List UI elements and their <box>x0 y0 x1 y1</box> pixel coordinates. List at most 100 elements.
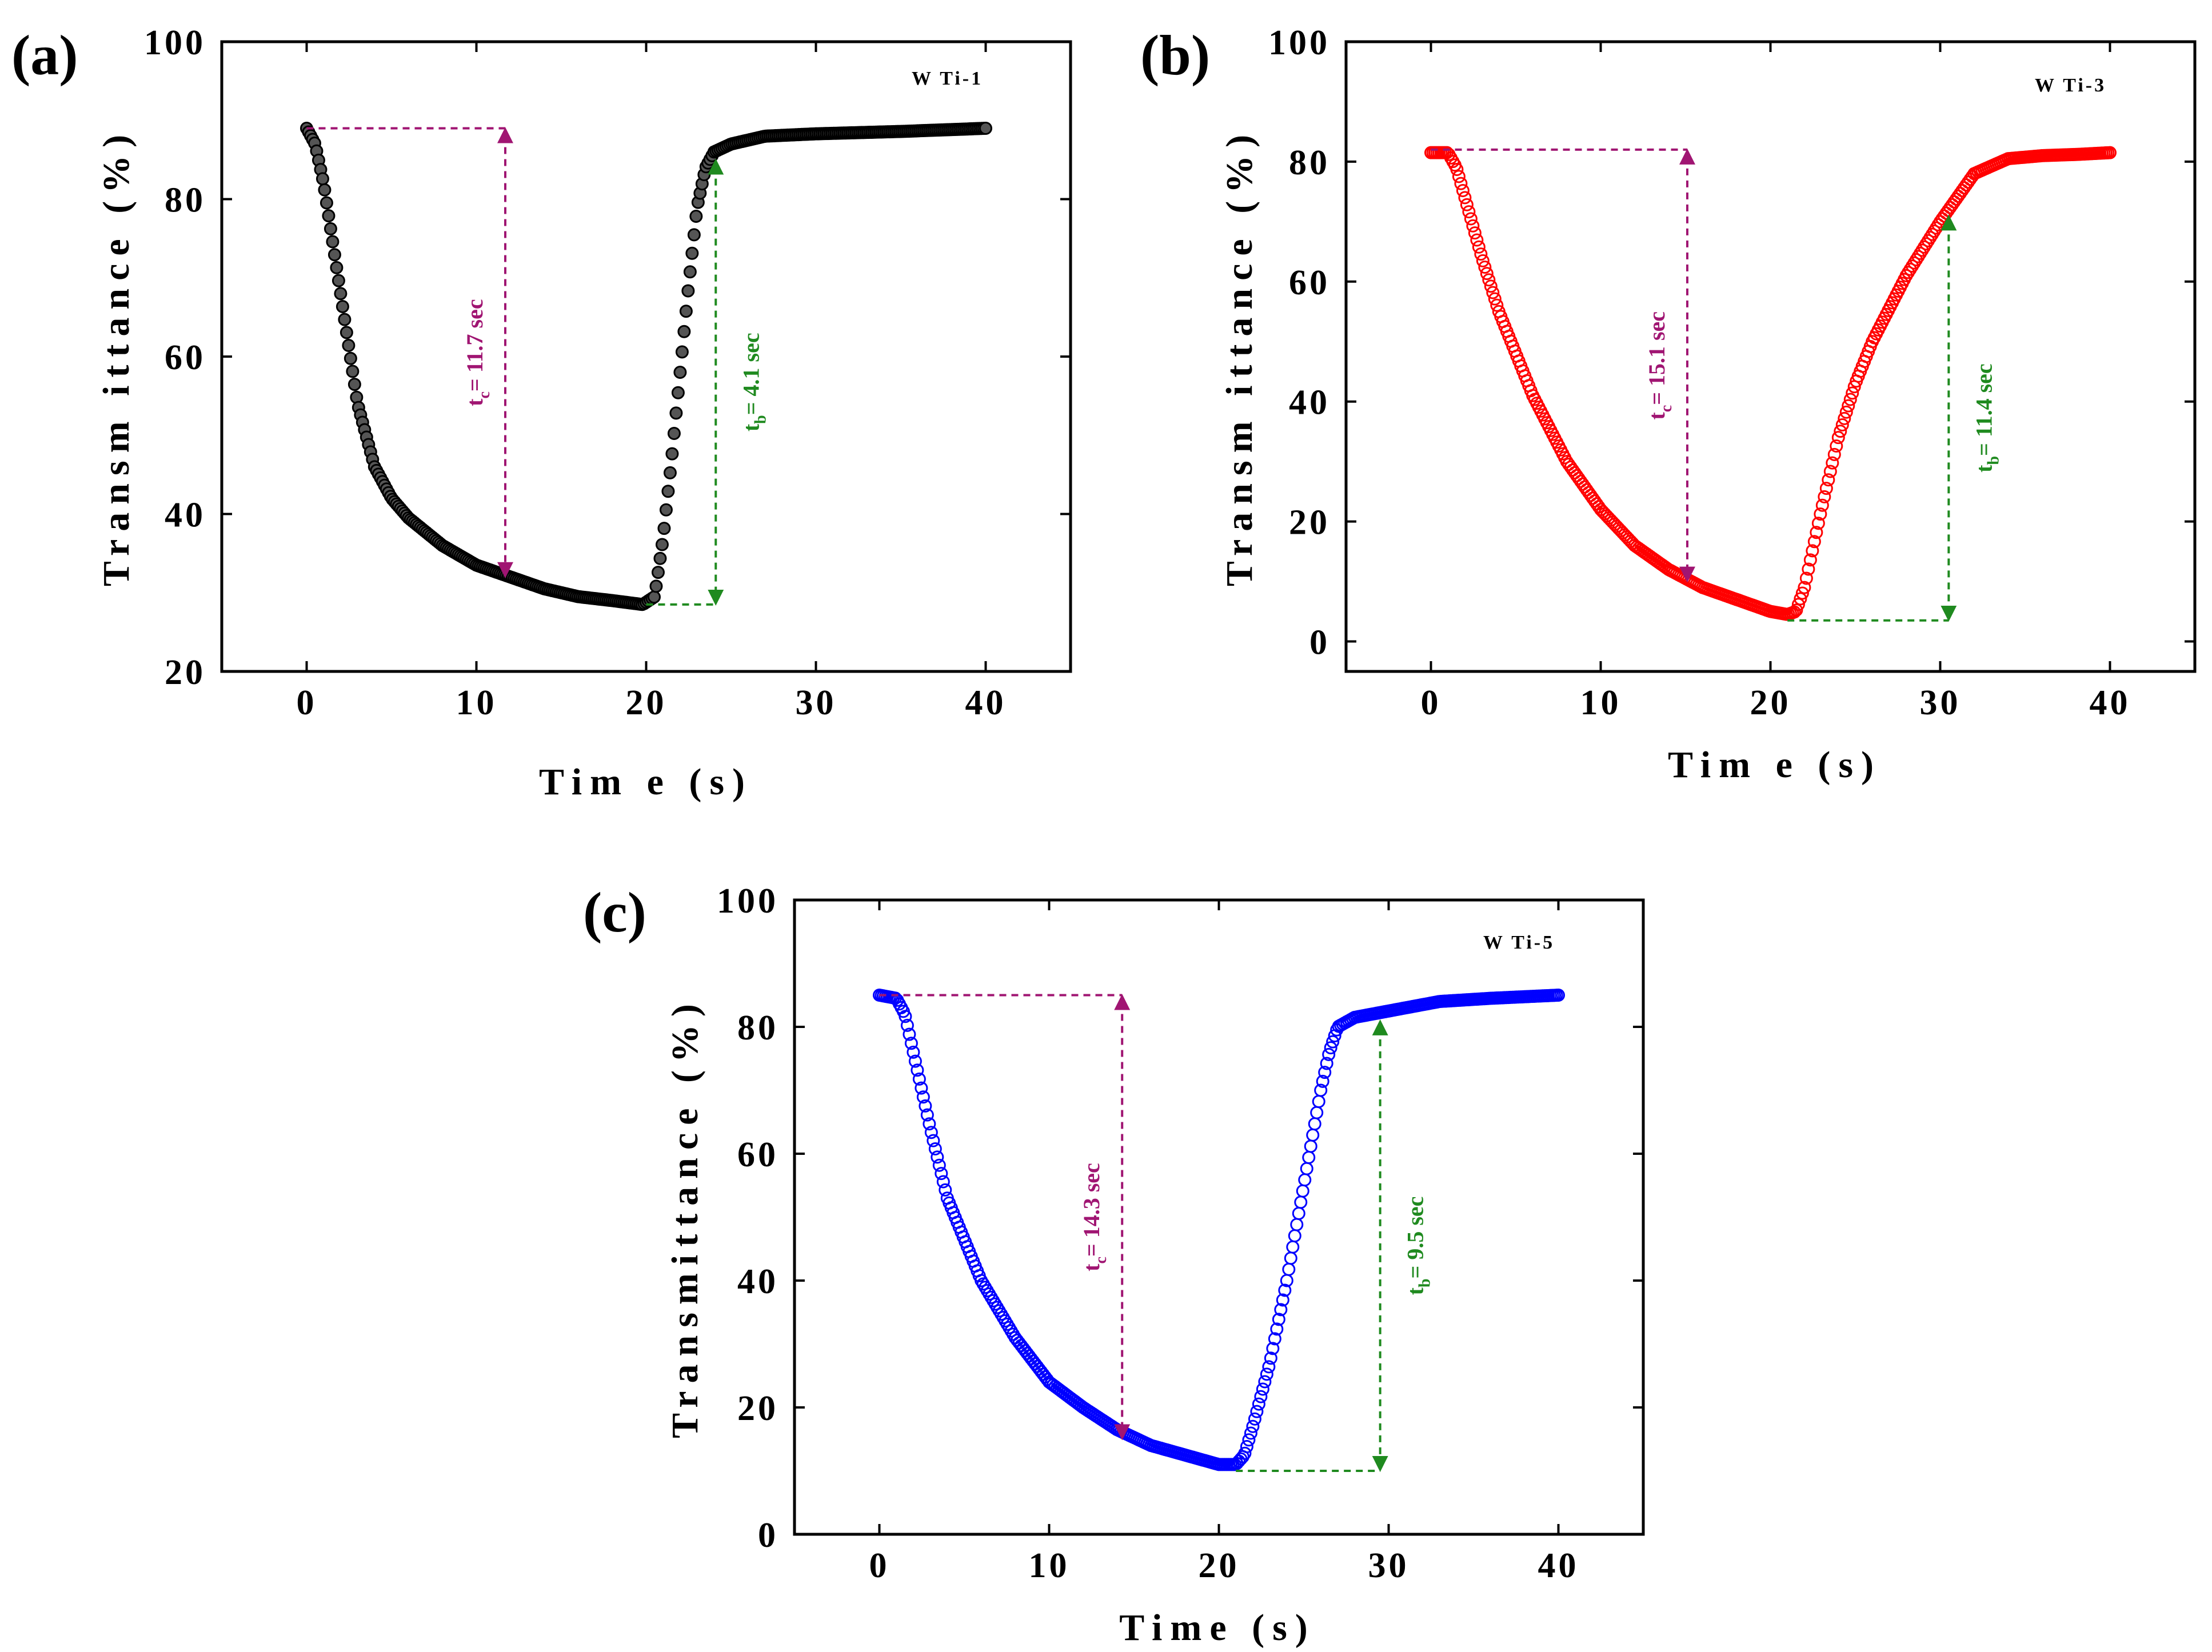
data-point-c <box>932 1158 946 1172</box>
x-tick-label-a-40: 40 <box>965 683 1007 722</box>
axis-ticks-a: 0 10 20 30 40 20 40 60 80 100 <box>144 23 1071 722</box>
data-point-c <box>1276 1293 1289 1307</box>
x-tick-label-a-20: 20 <box>626 683 667 722</box>
data-point-c <box>1552 989 1565 1002</box>
coloring-label-value-c: = 14.3 sec <box>1079 1163 1104 1257</box>
data-point-c <box>1296 1184 1309 1198</box>
data-point-a <box>675 345 689 359</box>
data-point-a <box>653 551 667 565</box>
sample-label-a: W Ti-1 <box>912 68 983 89</box>
data-point-c <box>911 1063 924 1077</box>
data-point-b <box>1838 411 1851 425</box>
data-point-b <box>1798 581 1811 594</box>
y-axis-title-a: Transm ittance (%) <box>95 127 137 586</box>
data-point-b <box>1462 205 1476 219</box>
data-point-c <box>923 1117 936 1131</box>
data-point-c <box>1290 1218 1304 1231</box>
bleaching-label-sub-a: b <box>752 415 769 424</box>
data-point-c <box>1266 1342 1280 1355</box>
data-point-b <box>1795 586 1809 600</box>
data-point-a <box>669 406 683 420</box>
coloring-label-sub-a: c <box>476 391 493 398</box>
y-tick-label-c-100: 100 <box>717 882 778 921</box>
x-tick-label-c-30: 30 <box>1368 1546 1410 1585</box>
data-point-c <box>1320 1057 1333 1070</box>
data-point-c <box>1246 1419 1260 1433</box>
data-point-c <box>1254 1390 1268 1403</box>
x-tick-label-c-0: 0 <box>869 1546 890 1585</box>
data-point-b <box>1835 418 1849 431</box>
data-point-a <box>687 228 701 242</box>
data-point-b <box>1818 490 1831 503</box>
data-point-a <box>649 579 663 593</box>
axis-ticks-b: 0 10 20 30 40 0 20 40 60 80 100 <box>1268 23 2195 722</box>
data-point-c <box>1256 1382 1269 1396</box>
data-point-a <box>340 326 353 339</box>
data-point-b <box>1486 286 1500 299</box>
data-point-b <box>1842 399 1855 413</box>
data-point-b <box>1815 498 1829 512</box>
data-point-c <box>1288 1229 1301 1243</box>
plot-frame-b <box>1344 40 2197 673</box>
data-point-b <box>1806 544 1819 558</box>
sample-label-b: W Ti-3 <box>2035 75 2106 96</box>
data-point-c <box>1314 1083 1328 1097</box>
data-point-a <box>673 366 687 379</box>
data-point-c <box>920 1108 934 1122</box>
data-point-c <box>916 1090 930 1104</box>
coloring-label-sub-c: c <box>1092 1257 1110 1263</box>
data-point-c <box>928 1142 942 1156</box>
data-point-b <box>1482 273 1496 287</box>
x-axis-title-a: Tim e (s) <box>539 761 753 803</box>
data-point-a <box>659 503 673 517</box>
data-point-c <box>907 1045 920 1059</box>
data-point-c <box>904 1037 918 1050</box>
data-series-b <box>1424 146 2117 621</box>
x-tick-label-b-40: 40 <box>2090 683 2131 722</box>
data-point-b <box>1826 456 1839 470</box>
data-point-a <box>665 447 679 461</box>
bleaching-label-t-c: t <box>1403 1287 1428 1295</box>
bleaching-label-sub-c: b <box>1416 1278 1434 1287</box>
y-tick-label-b-0: 0 <box>1309 623 1330 662</box>
data-point-a <box>326 235 340 249</box>
data-point-b <box>1802 562 1815 576</box>
data-point-c <box>1302 1151 1316 1165</box>
data-point-a <box>661 485 675 498</box>
x-tick-label-a-30: 30 <box>796 683 837 722</box>
data-point-a <box>324 222 337 235</box>
data-point-c <box>1312 1095 1325 1109</box>
x-axis-title-c: Time (s) <box>1119 1607 1316 1649</box>
data-point-c <box>1242 1433 1256 1447</box>
y-tick-label-c-40: 40 <box>737 1262 778 1301</box>
data-point-b <box>1456 184 1470 198</box>
x-axis-title-b: Tim e (s) <box>1668 744 1882 786</box>
data-point-a <box>681 284 695 298</box>
y-tick-label-a-40: 40 <box>165 496 206 535</box>
data-point-c <box>1238 1446 1252 1460</box>
x-tick-label-c-20: 20 <box>1199 1546 1240 1585</box>
data-point-c <box>1322 1047 1336 1061</box>
data-point-c <box>1240 1440 1253 1454</box>
x-tick-label-b-30: 30 <box>1920 683 1961 722</box>
data-point-b <box>1839 405 1853 419</box>
data-point-a <box>663 466 677 479</box>
data-point-a <box>679 305 693 318</box>
data-point-c <box>899 1010 912 1023</box>
data-point-c <box>939 1183 952 1197</box>
data-point-b <box>1822 473 1835 487</box>
data-point-b <box>1478 260 1492 274</box>
bleaching-time-label-a: tb= 4.1 sec <box>738 333 769 431</box>
data-point-b <box>1803 553 1817 567</box>
panel-label-b: (b) <box>1140 23 1210 87</box>
data-point-b <box>1830 439 1843 453</box>
data-point-c <box>1298 1173 1312 1187</box>
data-point-c <box>900 1018 914 1032</box>
data-point-c <box>1284 1251 1297 1265</box>
data-point-b <box>1790 603 1803 617</box>
data-point-a <box>330 261 344 274</box>
data-point-b <box>1460 198 1474 211</box>
data-point-b <box>1472 240 1486 254</box>
